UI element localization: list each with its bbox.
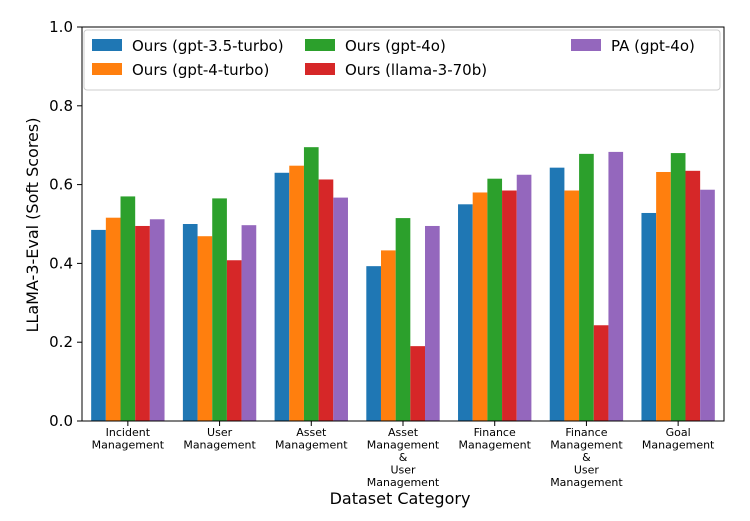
bar-5-7 bbox=[700, 189, 715, 421]
bar-3-6 bbox=[579, 153, 594, 421]
x-tick-label-line: Asset bbox=[296, 426, 327, 439]
bar-3-5 bbox=[487, 178, 503, 421]
bar-1-7 bbox=[641, 212, 657, 421]
x-axis-title: Dataset Category bbox=[330, 489, 471, 508]
bar-1-1 bbox=[91, 229, 106, 421]
y-axis-title: LLaMA-3-Eval (Soft Scores) bbox=[23, 118, 42, 333]
x-tick-label-line: Finance bbox=[474, 426, 516, 439]
bar-2-3 bbox=[289, 165, 304, 421]
bar-3-4 bbox=[395, 218, 411, 421]
bar-4-2 bbox=[226, 260, 242, 421]
x-tick-label-7: Goal Management bbox=[642, 426, 715, 452]
legend-label-5: PA (gpt-4o) bbox=[611, 37, 695, 55]
x-tick-label-line: User bbox=[390, 464, 416, 477]
bar-5-6 bbox=[608, 151, 624, 421]
x-tick-label-line: Management bbox=[367, 476, 440, 489]
legend-swatch-3 bbox=[305, 39, 335, 51]
bar-2-4 bbox=[380, 250, 396, 421]
x-tick-label-line: & bbox=[399, 451, 408, 464]
bar-1-3 bbox=[274, 172, 290, 421]
x-tick-label-line: Management bbox=[550, 476, 623, 489]
bar-2-7 bbox=[656, 171, 671, 421]
legend-swatch-2 bbox=[92, 63, 122, 75]
x-tick-label-line: User bbox=[207, 426, 233, 439]
bars-group bbox=[91, 147, 715, 422]
x-tick-label-line: Asset bbox=[388, 426, 419, 439]
x-tick-label-line: Incident bbox=[106, 426, 151, 439]
legend-swatch-5 bbox=[571, 39, 601, 51]
bar-1-2 bbox=[182, 224, 198, 421]
bar-5-5 bbox=[516, 174, 532, 421]
bar-2-5 bbox=[472, 192, 488, 421]
x-tick-label-4: Asset Management & User Management bbox=[367, 426, 440, 489]
bar-3-7 bbox=[670, 153, 686, 421]
x-tick-label-line: Management bbox=[458, 439, 531, 452]
y-tick-label-5: 0.8 bbox=[49, 97, 73, 115]
bar-4-5 bbox=[502, 190, 517, 421]
bar-4-3 bbox=[318, 179, 334, 421]
x-tick-label-line: Management bbox=[92, 439, 165, 452]
legend-label-3: Ours (gpt-4o) bbox=[345, 37, 446, 55]
legend-label-1: Ours (gpt-3.5-turbo) bbox=[132, 37, 284, 55]
bar-3-1 bbox=[120, 196, 136, 421]
y-tick-label-6: 1.0 bbox=[49, 18, 73, 36]
x-tick-label-line: User bbox=[574, 464, 600, 477]
y-tick-label-3: 0.4 bbox=[49, 254, 73, 272]
x-tick-label-line: Goal bbox=[666, 426, 691, 439]
x-tick-label-line: Management bbox=[367, 439, 440, 452]
bar-4-6 bbox=[593, 325, 609, 421]
bar-2-1 bbox=[105, 217, 121, 421]
bar-3-3 bbox=[303, 147, 319, 422]
x-tick-label-1: Incident Management bbox=[92, 426, 165, 452]
legend-box bbox=[83, 29, 721, 91]
bar-2-2 bbox=[197, 236, 213, 421]
legend: Ours (gpt-3.5-turbo) Ours (gpt-4-turbo) Ou… bbox=[83, 29, 721, 91]
x-tick-label-line: & bbox=[582, 451, 591, 464]
bar-4-7 bbox=[685, 170, 701, 421]
bar-5-4 bbox=[425, 225, 440, 421]
bar-5-3 bbox=[333, 197, 348, 421]
y-tick-label-4: 0.6 bbox=[49, 176, 73, 194]
bar-1-6 bbox=[549, 167, 565, 421]
legend-label-4: Ours (llama-3-70b) bbox=[345, 61, 487, 79]
bar-5-1 bbox=[149, 219, 165, 421]
legend-swatch-1 bbox=[92, 39, 122, 51]
bar-1-5 bbox=[458, 204, 473, 421]
y-tick-label-2: 0.2 bbox=[49, 333, 73, 351]
x-tick-label-line: Management bbox=[550, 439, 623, 452]
bar-1-4 bbox=[366, 266, 381, 421]
x-tick-label-5: Finance Management bbox=[458, 426, 531, 452]
legend-swatch-4 bbox=[305, 63, 335, 75]
bar-4-4 bbox=[410, 346, 426, 421]
x-tick-label-line: Management bbox=[642, 439, 715, 452]
legend-label-2: Ours (gpt-4-turbo) bbox=[132, 61, 269, 79]
x-tick-label-line: Finance bbox=[565, 426, 607, 439]
x-tick-label-6: Finance Management & User Management bbox=[550, 426, 623, 489]
y-tick-label-1: 0.0 bbox=[49, 412, 73, 430]
bar-4-1 bbox=[135, 225, 150, 421]
x-tick-label-line: Management bbox=[183, 439, 256, 452]
x-tick-label-2: User Management bbox=[183, 426, 256, 452]
bar-5-2 bbox=[241, 225, 257, 421]
x-tick-label-line: Management bbox=[275, 439, 348, 452]
x-tick-label-3: Asset Management bbox=[275, 426, 348, 452]
bar-2-6 bbox=[564, 190, 580, 421]
bar-3-2 bbox=[212, 198, 227, 421]
